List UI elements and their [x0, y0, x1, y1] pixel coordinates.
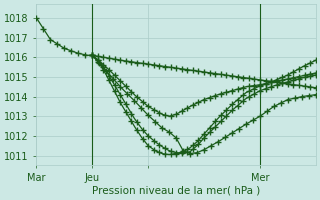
X-axis label: Pression niveau de la mer( hPa ): Pression niveau de la mer( hPa ): [92, 186, 260, 196]
